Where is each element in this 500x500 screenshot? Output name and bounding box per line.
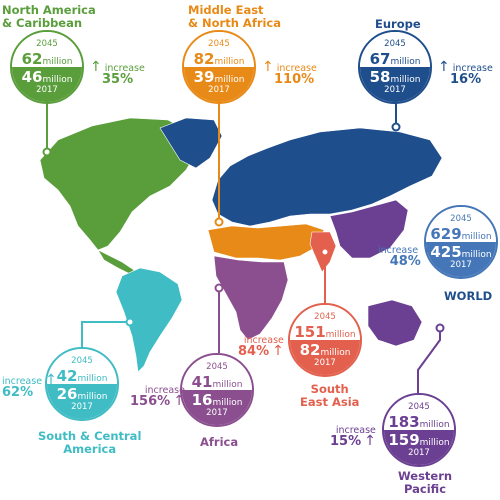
stat-circle-africa: 2045 41million 16million 2017 — [180, 353, 254, 427]
stat-circle-south-central: 2045 42million 26million 2017 — [45, 347, 119, 421]
map-region-western-pacific — [329, 199, 409, 259]
up-arrow-icon: ↑ — [438, 59, 450, 75]
up-arrow-icon: ↑ — [45, 372, 57, 388]
connector-dot-africa — [214, 283, 224, 293]
map-region-south-america — [115, 267, 183, 373]
stat-circle-north-america: 2045 62million 46million 2017 — [10, 30, 84, 104]
connector-dot-western-pacific — [435, 323, 445, 333]
up-arrow-icon: ↑ — [421, 241, 433, 257]
up-arrow-icon: ↑ — [173, 393, 185, 409]
connector-dot-middle-east — [214, 217, 224, 227]
connector-western-pacific — [417, 330, 441, 393]
region-name-western-pacific: Western Pacific — [398, 469, 453, 496]
stat-circle-middle-east: 2045 82million 39million 2017 — [182, 30, 256, 104]
map-region-north-america — [39, 117, 199, 251]
region-name-europe: Europe — [375, 17, 421, 31]
connector-south-central — [81, 321, 128, 347]
increase-south-central: increase ↑ 62% — [2, 372, 57, 400]
increase-africa: increase 156% ↑ — [130, 385, 185, 409]
connector-dot-south-central — [125, 317, 135, 327]
region-name-south-central: South & Central America — [38, 429, 142, 456]
map-region-greenland — [159, 117, 223, 169]
increase-middle-east: ↑ increase 110% — [262, 59, 317, 87]
region-name-world: WORLD — [444, 289, 493, 303]
stat-circle-western-pacific: 2045 183million 159million 2017 — [382, 393, 456, 467]
up-arrow-icon: ↑ — [90, 59, 102, 75]
increase-se-asia: increase 84% ↑ — [238, 335, 284, 359]
map-region-central-america — [97, 249, 135, 275]
up-arrow-icon: ↑ — [364, 433, 376, 449]
increase-western-pacific: increase 15% ↑ — [330, 425, 376, 449]
map-region-europe — [211, 127, 443, 227]
up-arrow-icon: ↑ — [272, 343, 284, 359]
stat-circle-world: 2045 629million 425million 2017 — [424, 205, 498, 279]
increase-europe: ↑ increase 16% — [438, 59, 493, 87]
connector-dot-europe — [391, 122, 401, 132]
connector-dot-se-asia — [320, 247, 330, 257]
up-arrow-icon: ↑ — [262, 59, 274, 75]
connector-dot-north-america — [42, 147, 52, 157]
stat-circle-se-asia: 2045 151million 82million 2017 — [288, 303, 362, 377]
stat-circle-europe: 2045 67million 58million 2017 — [358, 30, 432, 104]
region-name-middle-east: Middle East & North Africa — [188, 3, 282, 30]
increase-world: increase ↑ 48% — [378, 241, 433, 269]
map-region-australia — [367, 299, 423, 347]
region-name-africa: Africa — [200, 435, 239, 449]
region-name-se-asia: South East Asia — [300, 382, 360, 409]
map-region-africa — [213, 255, 289, 341]
increase-north-america: ↑ increase 35% — [90, 59, 145, 87]
region-name-north-america: North America & Caribbean — [2, 3, 96, 30]
map-region-middle-east — [207, 223, 325, 261]
